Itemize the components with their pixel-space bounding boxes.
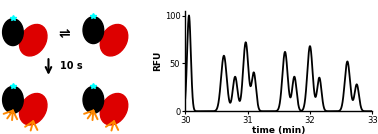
Text: 10 s: 10 s <box>60 61 83 71</box>
Ellipse shape <box>19 25 47 56</box>
Ellipse shape <box>83 86 104 113</box>
Ellipse shape <box>100 94 128 125</box>
Ellipse shape <box>3 86 23 113</box>
Ellipse shape <box>3 19 23 46</box>
Text: ⇌: ⇌ <box>58 27 70 41</box>
Ellipse shape <box>100 25 128 56</box>
Ellipse shape <box>19 94 47 125</box>
X-axis label: time (min): time (min) <box>252 126 305 134</box>
Ellipse shape <box>83 17 104 44</box>
Y-axis label: RFU: RFU <box>153 51 162 71</box>
